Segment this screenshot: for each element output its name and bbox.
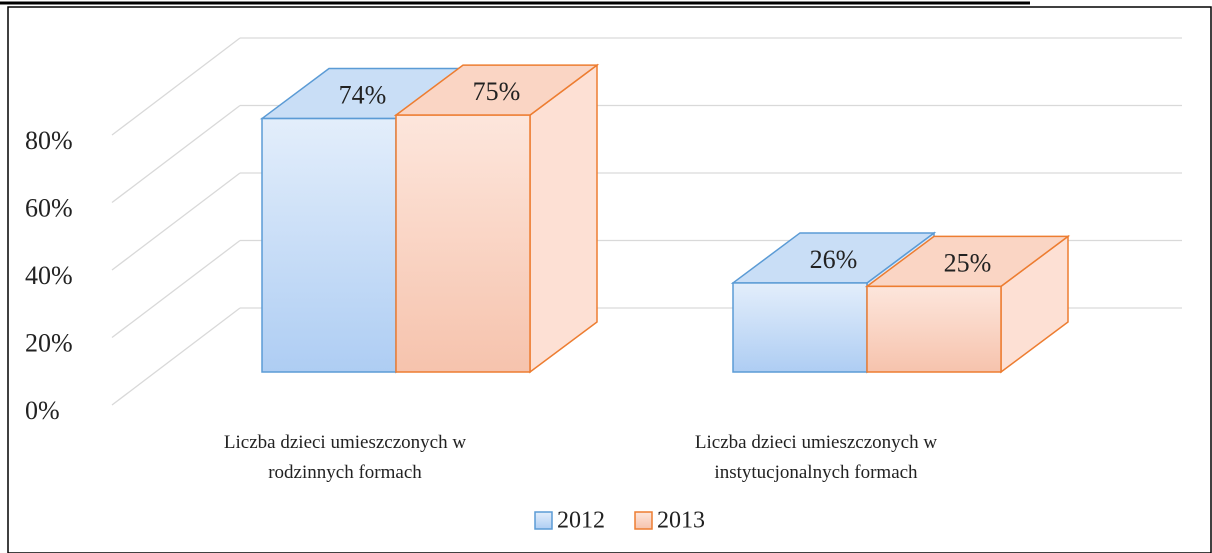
y-tick-label: 40% <box>25 261 73 290</box>
legend-label: 2013 <box>657 508 705 534</box>
bar <box>732 282 868 373</box>
data-label: 26% <box>810 245 858 274</box>
bar-side <box>529 63 598 374</box>
grid-line <box>111 307 241 406</box>
y-tick-label: 60% <box>25 193 73 222</box>
legend-swatch <box>534 511 553 530</box>
y-tick-label: 0% <box>25 396 60 425</box>
y-tick-label: 80% <box>25 126 73 155</box>
bar <box>866 285 1002 373</box>
data-label: 75% <box>473 77 521 106</box>
bar <box>261 117 397 373</box>
grid-line <box>111 37 241 136</box>
y-tick-label: 20% <box>25 328 73 357</box>
legend-swatch <box>634 511 653 530</box>
bar <box>395 114 531 373</box>
data-label: 74% <box>339 81 387 110</box>
x-tick-label: Liczba dzieci umieszczonych w rodzinnych… <box>223 432 467 483</box>
legend-label: 2012 <box>557 508 605 534</box>
grid-line <box>111 172 241 271</box>
grid-line <box>111 239 241 339</box>
data-label: 25% <box>944 248 992 277</box>
x-tick-label: Liczba dzieci umieszczonych w instytucjo… <box>694 432 938 483</box>
grid-line <box>111 104 241 204</box>
frame <box>7 6 1212 553</box>
